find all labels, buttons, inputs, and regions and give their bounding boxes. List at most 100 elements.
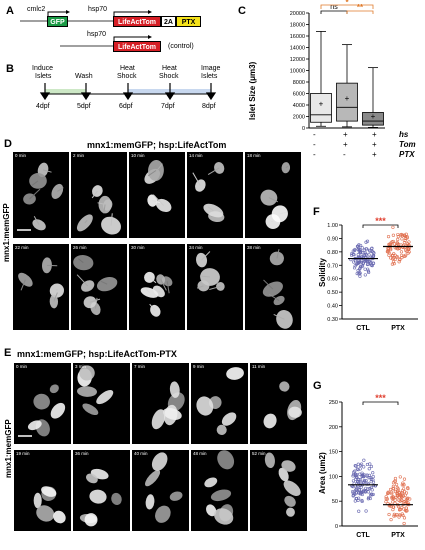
data-point (359, 264, 363, 268)
data-point (386, 235, 391, 239)
data-point (365, 473, 369, 477)
data-point (371, 250, 375, 254)
cell-process (207, 167, 220, 176)
row-ptx-col2: - (343, 150, 346, 159)
panel-c-row-label-tom: Tom (399, 140, 416, 149)
data-point (361, 261, 365, 265)
cell-shape (162, 408, 182, 420)
cell-process (196, 285, 204, 289)
panel-d-title: mnx1:memGFP; hsp:LifeActTom (87, 140, 227, 150)
group-label: CTL (356, 325, 370, 332)
data-point (353, 469, 357, 473)
data-point (402, 516, 407, 520)
data-point (406, 251, 410, 255)
cell-process (20, 279, 26, 291)
frame-timestamp: 52 min (252, 451, 266, 456)
data-point (390, 490, 394, 494)
cell-process (29, 188, 41, 200)
frame-timestamp: 30 min (131, 245, 145, 250)
cell-shape (36, 505, 55, 522)
data-point (400, 237, 404, 241)
data-point (403, 254, 407, 258)
data-point (364, 247, 368, 251)
row-hs-col2: + (343, 130, 348, 139)
data-point (391, 239, 395, 244)
panel-d-side-label: mnx1:memGFP (2, 203, 11, 262)
promoter-hsp70-2: hsp70 (87, 31, 107, 38)
cell-shape (18, 272, 33, 287)
data-point (367, 270, 371, 274)
panel-e-label: E (4, 347, 12, 359)
c-ytick-label: 6000 (293, 92, 305, 98)
data-point (353, 264, 357, 268)
data-point (363, 273, 367, 277)
frame-image (192, 162, 225, 223)
cell-process (76, 274, 89, 287)
data-point (361, 489, 366, 493)
gfp-box: GFP (47, 16, 68, 27)
panel-b-label: B (6, 63, 14, 75)
cell-shape (33, 492, 42, 509)
ytick-label: 150 (329, 450, 338, 456)
data-point (351, 252, 355, 257)
data-point (402, 487, 406, 491)
data-point (396, 232, 400, 237)
ytick-label: 100 (329, 474, 338, 480)
cell-shape (217, 450, 235, 470)
row-hs-col1: - (313, 130, 316, 139)
data-point (360, 246, 364, 250)
data-point (401, 491, 405, 495)
cell-process (209, 285, 221, 291)
data-point (370, 246, 374, 250)
panel-c-row-label-hs: hs (399, 130, 409, 139)
cell-shape (156, 274, 166, 285)
row-ptx-col1: - (313, 150, 316, 159)
data-point (369, 477, 374, 482)
data-point (393, 514, 397, 518)
data-point (362, 480, 366, 484)
data-point (401, 481, 405, 485)
data-point (366, 490, 370, 494)
cell-process (268, 197, 279, 203)
panel-c-boxplot: 0 2000 4000 6000 8000 10000 12000 14000 16000 180… (290, 0, 385, 132)
data-point (403, 508, 408, 512)
cell-shape (284, 495, 296, 507)
data-point (395, 494, 400, 498)
c-ytick-label: 12000 (290, 57, 305, 63)
timelapse-frame: 10 min (129, 152, 185, 238)
row-ptx-col3: + (372, 150, 377, 159)
cell-process (149, 303, 156, 312)
data-point (356, 491, 361, 495)
cell-shape (264, 452, 275, 469)
data-point (406, 496, 410, 500)
cell-shape (283, 480, 301, 496)
data-point (404, 236, 408, 241)
data-point (362, 479, 366, 483)
data-point (398, 475, 402, 479)
data-point (398, 507, 402, 512)
c-sig-2: ** (357, 3, 364, 12)
frame-image (77, 365, 114, 416)
ytick-label: 1.00 (327, 223, 338, 229)
data-point (360, 492, 364, 497)
cell-shape (262, 281, 283, 297)
frame-timestamp: 34 min (189, 245, 203, 250)
cell-shape (221, 412, 237, 426)
frame-image (260, 162, 291, 230)
data-point (396, 234, 400, 239)
data-point (397, 260, 401, 264)
day-8dpf: 8dpf (202, 103, 216, 110)
data-point (404, 491, 409, 495)
data-point (360, 498, 364, 503)
data-point (364, 486, 368, 490)
data-point (402, 233, 406, 237)
data-point (354, 487, 358, 491)
data-point (362, 465, 366, 469)
c-bracket-ns (320, 10, 348, 14)
data-point (368, 248, 372, 252)
data-point (371, 480, 376, 484)
data-point (391, 233, 395, 237)
c-ytick-label: 14000 (290, 46, 305, 52)
data-point (402, 477, 407, 481)
frame-image (262, 249, 293, 329)
